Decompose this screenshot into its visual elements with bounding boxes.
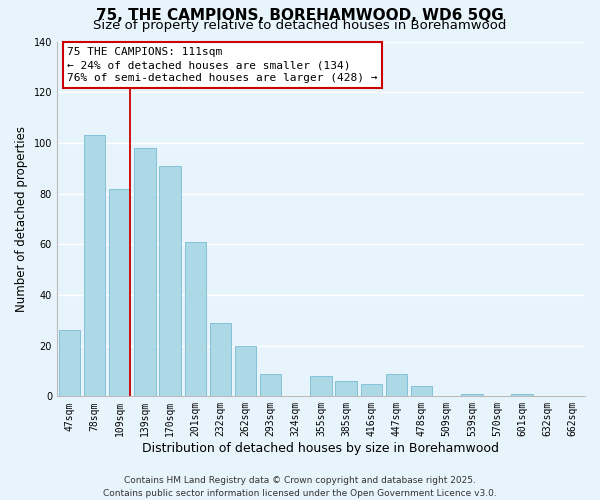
Text: Contains HM Land Registry data © Crown copyright and database right 2025.
Contai: Contains HM Land Registry data © Crown c…	[103, 476, 497, 498]
Bar	[160, 166, 181, 396]
Bar	[361, 384, 382, 396]
Bar	[209, 323, 231, 396]
Text: 75 THE CAMPIONS: 111sqm
← 24% of detached houses are smaller (134)
76% of semi-d: 75 THE CAMPIONS: 111sqm ← 24% of detache…	[67, 47, 378, 83]
Bar	[511, 394, 533, 396]
Bar	[310, 376, 332, 396]
Bar	[84, 136, 106, 396]
Bar	[185, 242, 206, 396]
Bar	[109, 188, 130, 396]
Bar	[461, 394, 482, 396]
Bar	[411, 386, 432, 396]
Bar	[335, 381, 357, 396]
Bar	[59, 330, 80, 396]
Text: Size of property relative to detached houses in Borehamwood: Size of property relative to detached ho…	[94, 18, 506, 32]
Bar	[134, 148, 155, 396]
Bar	[386, 374, 407, 396]
Bar	[235, 346, 256, 397]
Bar	[260, 374, 281, 396]
X-axis label: Distribution of detached houses by size in Borehamwood: Distribution of detached houses by size …	[142, 442, 499, 455]
Text: 75, THE CAMPIONS, BOREHAMWOOD, WD6 5QG: 75, THE CAMPIONS, BOREHAMWOOD, WD6 5QG	[96, 8, 504, 22]
Y-axis label: Number of detached properties: Number of detached properties	[15, 126, 28, 312]
